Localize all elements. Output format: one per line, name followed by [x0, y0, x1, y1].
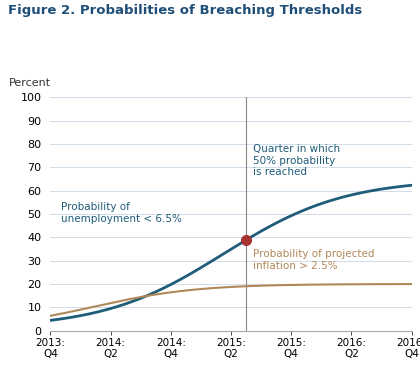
- Text: Quarter in which
50% probability
is reached: Quarter in which 50% probability is reac…: [253, 144, 340, 177]
- Text: Figure 2. Probabilities of Breaching Thresholds: Figure 2. Probabilities of Breaching Thr…: [8, 4, 362, 17]
- Text: Probability of projected
inflation > 2.5%: Probability of projected inflation > 2.5…: [253, 249, 375, 271]
- Text: Probability of
unemployment < 6.5%: Probability of unemployment < 6.5%: [61, 202, 182, 224]
- Text: Percent: Percent: [8, 77, 50, 88]
